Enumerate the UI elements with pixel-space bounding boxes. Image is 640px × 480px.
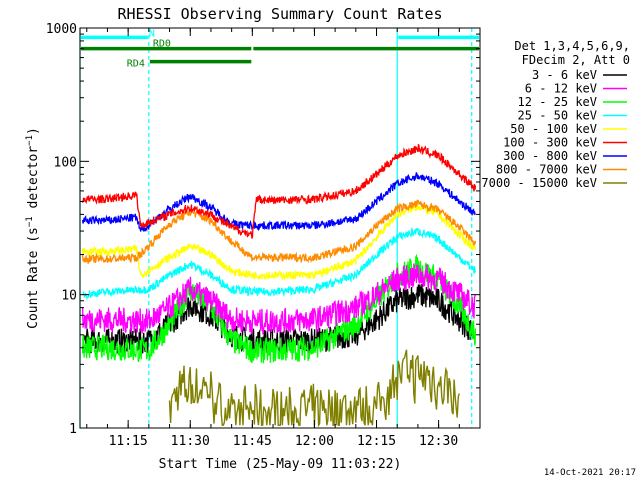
series-layer: [81, 143, 477, 428]
y-tick-label: 1000: [46, 22, 77, 37]
footer-date: 14-Oct-2021 20:17: [544, 468, 636, 478]
y-tick-label: 10: [61, 289, 77, 304]
interval-label-n: N: [149, 28, 155, 39]
y-label-sup-2: −1: [25, 135, 35, 146]
series-100-300-keV-line: [81, 143, 477, 239]
legend-label: 25 - 50 keV: [518, 109, 597, 123]
legend-label: 100 - 300 keV: [503, 136, 597, 150]
interval-label-rd0: RD0: [153, 39, 171, 50]
y-label-sup-1: −1: [25, 216, 35, 227]
series-path-2-1: [81, 263, 477, 336]
series-800-7000-keV-line: [81, 199, 477, 265]
y-tick-label: 100: [54, 155, 77, 170]
series-path-9-1: [168, 349, 460, 428]
series-300-800-keV-line: [81, 172, 476, 232]
y-tick-label: 1: [69, 422, 77, 437]
y-label-part-1: Count Rate (s: [26, 227, 41, 329]
series-6-12-keV-line: [81, 263, 477, 336]
series-12-25-keV-line: [81, 253, 477, 364]
legend-label: 300 - 800 keV: [503, 149, 597, 163]
x-axis-label: Start Time (25-May-09 11:03:22): [159, 457, 402, 472]
legend-label: 7000 - 15000 keV: [481, 176, 597, 190]
interval-label-rd4: RD4: [127, 59, 145, 70]
series-7000-15000-keV-line: [168, 349, 460, 428]
series-path-1-1: [81, 283, 476, 355]
series-25-50-keV-line: [82, 226, 477, 300]
series-path-7-1: [81, 172, 476, 232]
y-label-part-2: detector: [26, 146, 41, 217]
series-path-6-1: [81, 143, 477, 239]
series-3-6-keV-line: [81, 283, 476, 355]
x-axis: 11:15 11:30 11:45 12:00 12:15 12:30: [86, 28, 481, 449]
series-path-3-1: [81, 253, 477, 364]
legend-label: 12 - 25 keV: [518, 95, 597, 109]
x-tick-label: 11:30: [171, 434, 210, 449]
legend-label: 6 - 12 keV: [525, 82, 597, 96]
y-axis: 1 10 100 1000: [46, 22, 480, 437]
x-tick-label: 12:30: [419, 434, 458, 449]
legend: Det 1,3,4,5,6,9, FDecim 2, Att 0 3 - 6 k…: [481, 39, 630, 190]
legend-label: 50 - 100 keV: [510, 122, 597, 136]
x-tick-label: 12:00: [295, 434, 334, 449]
x-tick-label: 11:45: [233, 434, 272, 449]
x-tick-label: 12:15: [357, 434, 396, 449]
legend-label: 3 - 6 keV: [532, 68, 597, 82]
legend-header-line-2: FDecim 2, Att 0: [522, 53, 630, 67]
x-tick-label: 11:15: [109, 434, 148, 449]
y-label-part-3: ): [26, 127, 41, 135]
series-path-8-1: [81, 199, 477, 265]
plot-frame: [79, 27, 481, 429]
y-axis-label: Count Rate (s−1 detector−1): [25, 127, 41, 329]
series-path-4-1: [82, 226, 477, 300]
legend-header-line-1: Det 1,3,4,5,6,9,: [514, 39, 630, 53]
legend-label: 800 - 7000 keV: [496, 163, 597, 177]
chart-title: RHESSI Observing Summary Count Rates: [117, 5, 442, 23]
